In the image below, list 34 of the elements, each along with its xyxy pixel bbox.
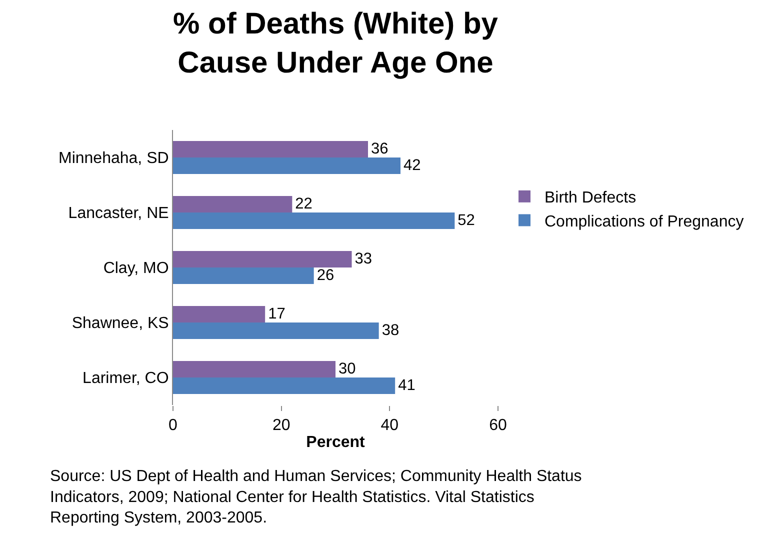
source-note: Source: US Dept of Health and Human Services; Community Health Status Indicators, 2009; National Center for Health Statistics. Vital Statistics Reporting System, 2003-2005.	[50, 468, 582, 527]
bar	[173, 306, 266, 322]
bar	[173, 141, 368, 158]
bar	[173, 268, 314, 284]
y-tick-label: Larimer, CO	[82, 370, 169, 388]
data-label: 42	[404, 157, 421, 174]
y-tick-label: Minnehaha, SD	[58, 150, 169, 168]
y-tick-label: Clay, MO	[103, 260, 169, 278]
bar	[173, 158, 400, 174]
x-tick-label: 0	[168, 417, 178, 434]
data-label: 33	[354, 250, 372, 268]
bar	[173, 361, 336, 378]
bar	[173, 322, 379, 339]
legend-label: Complications of Pregnancy	[544, 213, 744, 230]
data-label: 38	[382, 322, 400, 340]
legend-label: Birth Defects	[544, 190, 636, 207]
x-tick-label: 20	[272, 417, 290, 434]
bar	[173, 378, 396, 394]
data-label: 36	[371, 140, 388, 158]
data-label: 41	[398, 377, 416, 394]
data-label: 26	[316, 267, 334, 284]
x-tick-label: 40	[380, 417, 399, 434]
y-tick-label: Lancaster, NE	[68, 205, 169, 222]
data-label: 52	[458, 212, 475, 230]
bar	[173, 196, 292, 212]
data-label: 17	[268, 306, 286, 323]
bar	[173, 251, 352, 268]
data-label: 30	[338, 360, 356, 378]
x-tick-label: 60	[489, 417, 507, 434]
data-label: 22	[295, 196, 312, 213]
bar	[173, 212, 455, 229]
y-tick-label: Shawnee, KS	[72, 315, 169, 332]
x-axis-title: Percent	[306, 434, 366, 451]
chart-title: % of Deaths (White) by Cause Under Age One	[172, 8, 498, 80]
